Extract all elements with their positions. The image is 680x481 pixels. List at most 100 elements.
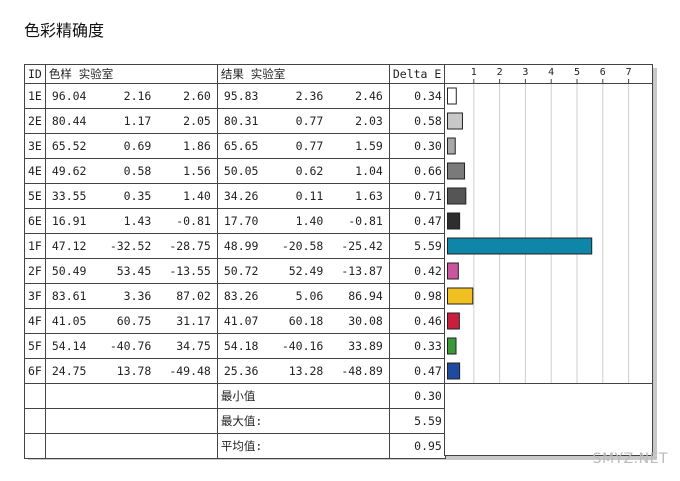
row-id: 2F bbox=[24, 258, 46, 284]
result-lab-value: 30.08 bbox=[348, 314, 383, 328]
color-lab-value: 31.17 bbox=[176, 314, 211, 328]
color-lab-value: 96.04 bbox=[51, 89, 87, 103]
result-lab-value: 65.65 bbox=[223, 139, 259, 153]
summary-label: 平均值: bbox=[216, 433, 390, 459]
color-lab-values: 65.52 0.69 1.86 bbox=[44, 133, 218, 159]
color-lab-value: 47.12 bbox=[51, 239, 87, 253]
result-lab-value: 0.77 bbox=[295, 114, 324, 128]
result-lab-value: 80.31 bbox=[223, 114, 259, 128]
color-lab-value: 53.45 bbox=[116, 264, 152, 278]
delta-e-value: 0.30 bbox=[388, 133, 446, 159]
color-lab-value: -13.55 bbox=[169, 264, 211, 278]
color-lab-value: 13.78 bbox=[116, 364, 152, 378]
result-lab-value: 25.36 bbox=[223, 364, 259, 378]
color-lab-value: 1.86 bbox=[183, 139, 211, 153]
color-lab-value: 33.55 bbox=[51, 189, 87, 203]
summary-id-blank bbox=[24, 383, 46, 409]
result-lab-value: 54.18 bbox=[223, 339, 259, 353]
color-lab-values: 24.75 13.78 -49.48 bbox=[44, 358, 218, 384]
color-lab-value: 16.91 bbox=[51, 214, 87, 228]
result-lab-value: 1.04 bbox=[355, 164, 383, 178]
delta-e-value: 0.98 bbox=[388, 283, 446, 309]
delta-e-bar bbox=[447, 312, 460, 330]
color-lab-value: 41.05 bbox=[51, 314, 87, 328]
result-lab-value: 1.63 bbox=[355, 189, 383, 203]
table-row: 2F 50.49 53.45 -13.55 50.72 52.49 -13.87 0.42 bbox=[24, 258, 446, 284]
result-lab-value: -25.42 bbox=[341, 239, 383, 253]
delta-e-value: 0.66 bbox=[388, 158, 446, 184]
delta-e-value: 0.47 bbox=[388, 358, 446, 384]
result-lab-values: 50.05 0.62 1.04 bbox=[216, 158, 390, 184]
color-lab-values: 47.12 -32.52 -28.75 bbox=[44, 233, 218, 259]
table-row: 6E 16.91 1.43 -0.81 17.70 1.40 -0.81 0.47 bbox=[24, 208, 446, 234]
row-id: 4F bbox=[24, 308, 46, 334]
result-lab-value: -48.89 bbox=[341, 364, 383, 378]
result-lab-value: 1.40 bbox=[295, 214, 324, 228]
result-lab-values: 54.18 -40.16 33.89 bbox=[216, 333, 390, 359]
color-lab-value: 24.75 bbox=[51, 364, 87, 378]
x-tick-label: 4 bbox=[548, 67, 554, 78]
color-lab-value: 3.36 bbox=[123, 289, 152, 303]
color-lab-value: -0.81 bbox=[176, 214, 211, 228]
table-row: 6F 24.75 13.78 -49.48 25.36 13.28 -48.89 0.47 bbox=[24, 358, 446, 384]
header-color-lab: 色样 实验室 bbox=[44, 64, 218, 84]
delta-e-value: 0.34 bbox=[388, 83, 446, 109]
result-lab-value: 48.99 bbox=[223, 239, 259, 253]
table-row: 4E 49.62 0.58 1.56 50.05 0.62 1.04 0.66 bbox=[24, 158, 446, 184]
table-row: 2E 80.44 1.17 2.05 80.31 0.77 2.03 0.58 bbox=[24, 108, 446, 134]
result-lab-value: 1.59 bbox=[355, 139, 383, 153]
row-id: 5E bbox=[24, 183, 46, 209]
color-lab-values: 80.44 1.17 2.05 bbox=[44, 108, 218, 134]
result-lab-values: 95.83 2.36 2.46 bbox=[216, 83, 390, 109]
row-id: 1F bbox=[24, 233, 46, 259]
row-id: 3F bbox=[24, 283, 46, 309]
page-title: 色彩精确度 bbox=[24, 21, 105, 40]
delta-e-bar bbox=[447, 87, 457, 105]
color-lab-value: -40.76 bbox=[109, 339, 152, 353]
result-lab-value: 0.62 bbox=[295, 164, 324, 178]
color-lab-value: -28.75 bbox=[169, 239, 211, 253]
table-row: 5F 54.14 -40.76 34.75 54.18 -40.16 33.89 0.33 bbox=[24, 333, 446, 359]
x-tick-label: 2 bbox=[497, 67, 503, 78]
result-lab-value: -40.16 bbox=[281, 339, 324, 353]
delta-e-value: 0.33 bbox=[388, 333, 446, 359]
color-lab-values: 33.55 0.35 1.40 bbox=[44, 183, 218, 209]
result-lab-value: 33.89 bbox=[348, 339, 383, 353]
color-lab-value: 1.40 bbox=[183, 189, 211, 203]
result-lab-value: 60.18 bbox=[288, 314, 324, 328]
color-lab-values: 50.49 53.45 -13.55 bbox=[44, 258, 218, 284]
delta-e-value: 0.71 bbox=[388, 183, 446, 209]
summary-value: 0.30 bbox=[388, 383, 446, 409]
color-lab-value: 0.58 bbox=[123, 164, 152, 178]
summary-row: 最大值: 5.59 bbox=[24, 408, 446, 434]
watermark: SMYZ.NET bbox=[592, 451, 668, 467]
color-lab-value: 2.16 bbox=[123, 89, 152, 103]
result-lab-value: 83.26 bbox=[223, 289, 259, 303]
result-lab-value: 34.26 bbox=[223, 189, 259, 203]
delta-e-bar bbox=[447, 187, 467, 205]
x-tick-label: 3 bbox=[522, 67, 528, 78]
summary-body: 最小值 0.30 最大值: 5.59 平均值: 0.95 bbox=[24, 383, 446, 459]
result-lab-value: 50.72 bbox=[223, 264, 259, 278]
delta-e-value: 0.46 bbox=[388, 308, 446, 334]
result-lab-values: 48.99 -20.58 -25.42 bbox=[216, 233, 390, 259]
result-lab-values: 25.36 13.28 -48.89 bbox=[216, 358, 390, 384]
x-tick-label: 1 bbox=[471, 67, 477, 78]
delta-e-bar bbox=[447, 112, 463, 130]
table-row: 5E 33.55 0.35 1.40 34.26 0.11 1.63 0.71 bbox=[24, 183, 446, 209]
result-lab-values: 41.07 60.18 30.08 bbox=[216, 308, 390, 334]
result-lab-value: 95.83 bbox=[223, 89, 259, 103]
color-lab-values: 96.04 2.16 2.60 bbox=[44, 83, 218, 109]
delta-e-bar bbox=[447, 212, 461, 230]
color-lab-values: 83.61 3.36 87.02 bbox=[44, 283, 218, 309]
summary-row: 平均值: 0.95 bbox=[24, 433, 446, 459]
table-row: 3F 83.61 3.36 87.02 83.26 5.06 86.94 0.98 bbox=[24, 283, 446, 309]
result-lab-value: 5.06 bbox=[295, 289, 324, 303]
color-lab-value: 2.60 bbox=[183, 89, 211, 103]
result-lab-value: 41.07 bbox=[223, 314, 259, 328]
color-lab-value: 50.49 bbox=[51, 264, 87, 278]
table-row: 3E 65.52 0.69 1.86 65.65 0.77 1.59 0.30 bbox=[24, 133, 446, 159]
delta-e-bar bbox=[447, 237, 593, 255]
summary-blank bbox=[44, 408, 218, 434]
color-lab-values: 54.14 -40.76 34.75 bbox=[44, 333, 218, 359]
